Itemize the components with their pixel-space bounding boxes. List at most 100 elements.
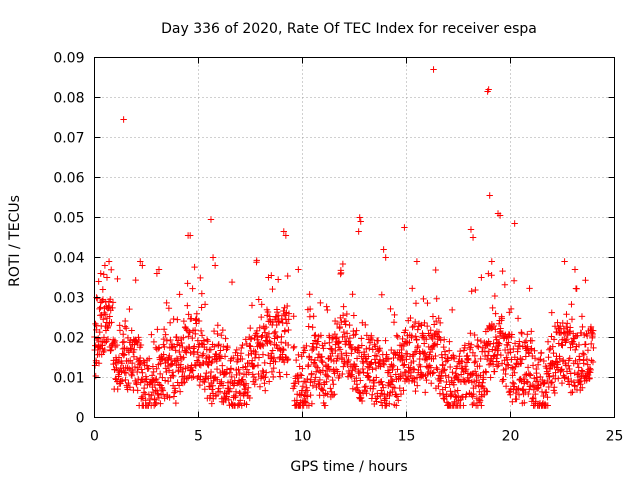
- data-point: [312, 362, 320, 370]
- data-point: [561, 373, 568, 381]
- data-point: [409, 285, 416, 292]
- data-point: [152, 399, 160, 406]
- data-point: [496, 212, 504, 219]
- data-point: [228, 278, 236, 286]
- data-point: [255, 296, 262, 303]
- data-point: [99, 286, 107, 293]
- data-point: [221, 353, 229, 360]
- data-point: [245, 359, 253, 367]
- data-point: [494, 339, 502, 346]
- data-point: [166, 394, 173, 401]
- data-point: [165, 367, 173, 374]
- data-point: [312, 368, 320, 375]
- data-point: [222, 335, 229, 342]
- data-point: [511, 340, 519, 347]
- data-point: [210, 327, 218, 335]
- data-point: [198, 304, 205, 311]
- data-point: [209, 254, 217, 261]
- data-point: [433, 364, 440, 372]
- data-point: [150, 368, 157, 376]
- data-point: [508, 356, 515, 363]
- data-point: [95, 335, 102, 342]
- data-point: [134, 375, 142, 383]
- data-point: [100, 271, 107, 278]
- data-point: [327, 356, 335, 364]
- data-point: [441, 366, 448, 373]
- data-point: [200, 350, 207, 358]
- data-point: [442, 384, 449, 391]
- data-point: [266, 378, 273, 385]
- data-point: [308, 370, 315, 377]
- data-point: [541, 379, 548, 386]
- data-point: [285, 326, 292, 334]
- data-point: [390, 362, 397, 369]
- data-point: [145, 365, 152, 372]
- data-point: [399, 335, 406, 343]
- data-point: [587, 366, 594, 374]
- data-point: [412, 387, 419, 395]
- data-point: [181, 379, 188, 386]
- data-point: [309, 323, 316, 331]
- data-point: [358, 335, 365, 342]
- data-point: [134, 387, 141, 394]
- data-point: [403, 356, 410, 363]
- data-point: [213, 365, 221, 373]
- data-point: [253, 327, 261, 335]
- data-point: [201, 386, 209, 393]
- data-point: [142, 397, 149, 404]
- data-point: [567, 324, 574, 331]
- data-point: [222, 370, 230, 377]
- data-point: [557, 323, 564, 330]
- data-point: [140, 384, 148, 392]
- data-point: [195, 317, 203, 325]
- data-point: [357, 377, 364, 384]
- data-point: [266, 338, 273, 345]
- data-point: [535, 356, 543, 364]
- data-point: [137, 258, 144, 265]
- data-point: [269, 347, 276, 354]
- data-point: [219, 382, 227, 389]
- data-point: [500, 376, 507, 383]
- data-point: [549, 343, 556, 350]
- data-point: [409, 352, 416, 360]
- data-point: [340, 363, 347, 370]
- data-point: [354, 384, 361, 391]
- data-point: [161, 377, 169, 384]
- data-point: [429, 370, 436, 377]
- data-point: [122, 317, 129, 325]
- data-point: [103, 274, 111, 281]
- data-point: [311, 332, 318, 339]
- data-point: [467, 330, 474, 337]
- data-point: [278, 333, 285, 340]
- data-point: [445, 347, 453, 354]
- data-point: [143, 376, 150, 383]
- data-point: [458, 358, 466, 365]
- data-point: [121, 323, 129, 330]
- data-point: [399, 354, 406, 362]
- data-point: [102, 311, 109, 318]
- data-point: [182, 325, 190, 332]
- data-point: [357, 218, 364, 225]
- data-point: [382, 254, 389, 261]
- data-point: [566, 355, 573, 362]
- data-point: [233, 346, 240, 354]
- data-point: [170, 372, 177, 380]
- data-point: [305, 361, 312, 369]
- data-point: [515, 391, 523, 398]
- data-point: [416, 355, 423, 363]
- data-point: [188, 315, 195, 322]
- data-point: [207, 216, 215, 223]
- data-point: [437, 337, 444, 344]
- data-point: [258, 313, 265, 321]
- data-point: [291, 382, 298, 390]
- data-point: [353, 327, 360, 334]
- data-point: [588, 357, 595, 364]
- data-point: [480, 376, 487, 383]
- data-point: [319, 359, 326, 366]
- y-tick-label: 0.05: [53, 211, 84, 227]
- data-point: [380, 384, 387, 391]
- data-point: [565, 362, 572, 369]
- data-point: [354, 344, 362, 352]
- data-point: [567, 370, 574, 377]
- data-point: [345, 356, 352, 364]
